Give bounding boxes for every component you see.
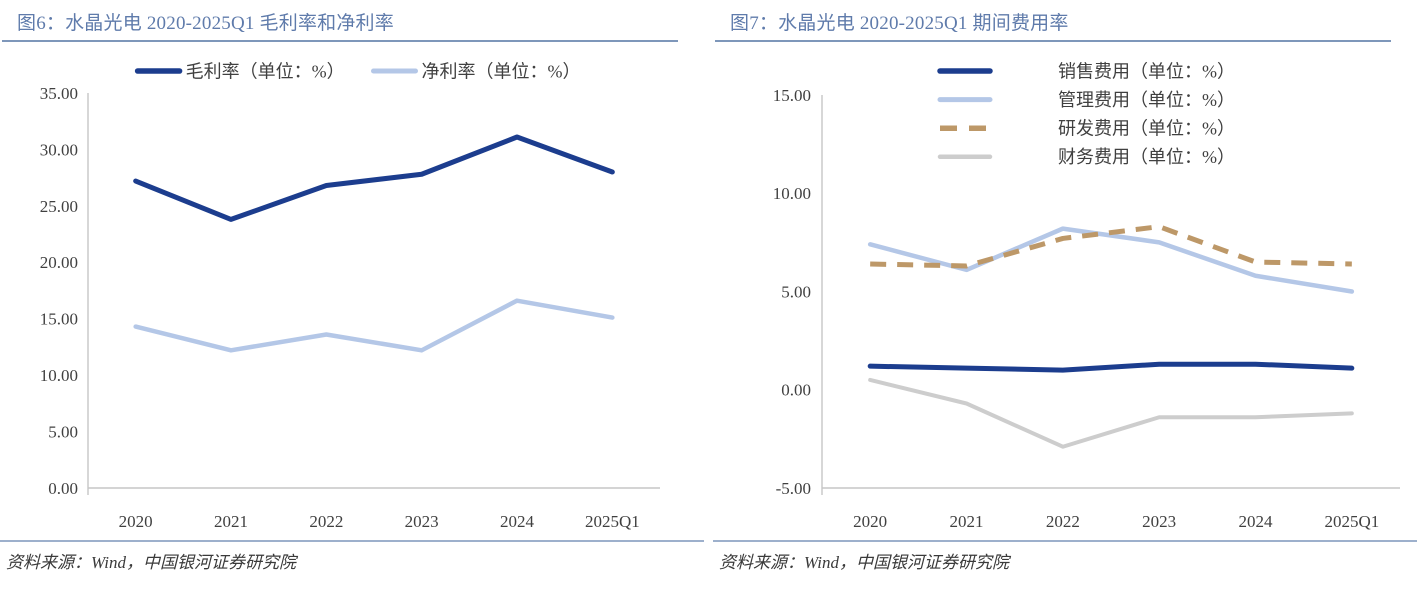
y-tick-label: 10.00 — [40, 366, 78, 385]
series-line-2 — [870, 224, 1352, 269]
series-line-1 — [867, 226, 1355, 294]
y-tick-label: 20.00 — [40, 253, 78, 272]
y-tick-label: 15.00 — [40, 310, 78, 329]
x-tick-label: 2021 — [950, 512, 984, 531]
margin-line-chart-svg: 0.00 5.00 10.00 15.00 20.00 25.00 30.00 35.00 20… — [40, 61, 660, 531]
x-tick-label: 2025Q1 — [585, 512, 640, 531]
x-tick-label: 2023 — [1142, 512, 1176, 531]
panel-figure-6: 图6：水晶光电 2020-2025Q1 毛利率和净利率 0.00 5.00 10.0… — [0, 13, 704, 572]
legend-label-2: 研发费用（单位：%） — [1058, 119, 1235, 139]
legend-label-0: 毛利率（单位：%） — [186, 61, 345, 81]
x-tick-label: 2024 — [500, 512, 535, 531]
title-underline — [2, 40, 678, 42]
x-tick-label: 2020 — [853, 512, 887, 531]
legend-label-1: 管理费用（单位：%） — [1058, 90, 1235, 110]
x-tick-label: 2024 — [1239, 512, 1274, 531]
figure-bottom-divider — [713, 540, 1417, 542]
legend-label-3: 财务费用（单位：%） — [1058, 147, 1235, 167]
x-tick-label: 2023 — [405, 512, 439, 531]
title-underline — [715, 40, 1391, 42]
x-tick-label: 2025Q1 — [1324, 512, 1379, 531]
y-tick-label: 0.00 — [48, 479, 78, 498]
series-line-3 — [868, 377, 1354, 449]
series-line-0 — [867, 361, 1355, 373]
legend-label-0: 销售费用（单位：%） — [1058, 61, 1235, 81]
y-tick-label: 5.00 — [781, 282, 811, 301]
x-tick-label: 2021 — [214, 512, 248, 531]
figure-bottom-divider — [0, 540, 704, 542]
expense-line-chart-svg: -5.00 0.00 5.00 10.00 15.00 2020 2021 2022 2023 2… — [773, 61, 1400, 531]
series-line-1 — [133, 298, 615, 353]
y-tick-label: -5.00 — [776, 479, 811, 498]
source-note: 资料来源：Wind，中国银河证券研究院 — [6, 553, 296, 572]
y-tick-label: 35.00 — [40, 84, 78, 103]
y-tick-label: 0.00 — [781, 381, 811, 400]
panel-figure-7: 图7：水晶光电 2020-2025Q1 期间费用率 -5.00 0.00 5.00 1… — [713, 0, 1426, 589]
margin-line-chart: 0.00 5.00 10.00 15.00 20.00 25.00 30.00 35.00 20… — [40, 61, 660, 531]
y-tick-label: 25.00 — [40, 197, 78, 216]
y-tick-label: 10.00 — [773, 184, 811, 203]
x-tick-label: 2020 — [119, 512, 153, 531]
figure6-title: 图6：水晶光电 2020-2025Q1 毛利率和净利率 — [17, 13, 394, 34]
figure7-title: 图7：水晶光电 2020-2025Q1 期间费用率 — [730, 13, 1069, 34]
x-tick-label: 2022 — [1046, 512, 1080, 531]
y-tick-label: 30.00 — [40, 140, 78, 159]
y-tick-label: 15.00 — [773, 86, 811, 105]
y-tick-label: 5.00 — [48, 423, 78, 442]
x-tick-label: 2022 — [309, 512, 343, 531]
source-note: 资料来源：Wind，中国银河证券研究院 — [719, 553, 1009, 572]
series-line-0 — [133, 134, 615, 222]
legend-label-1: 净利率（单位：%） — [422, 61, 581, 81]
expense-line-chart: -5.00 0.00 5.00 10.00 15.00 2020 2021 2022 2023 2… — [713, 0, 1426, 589]
